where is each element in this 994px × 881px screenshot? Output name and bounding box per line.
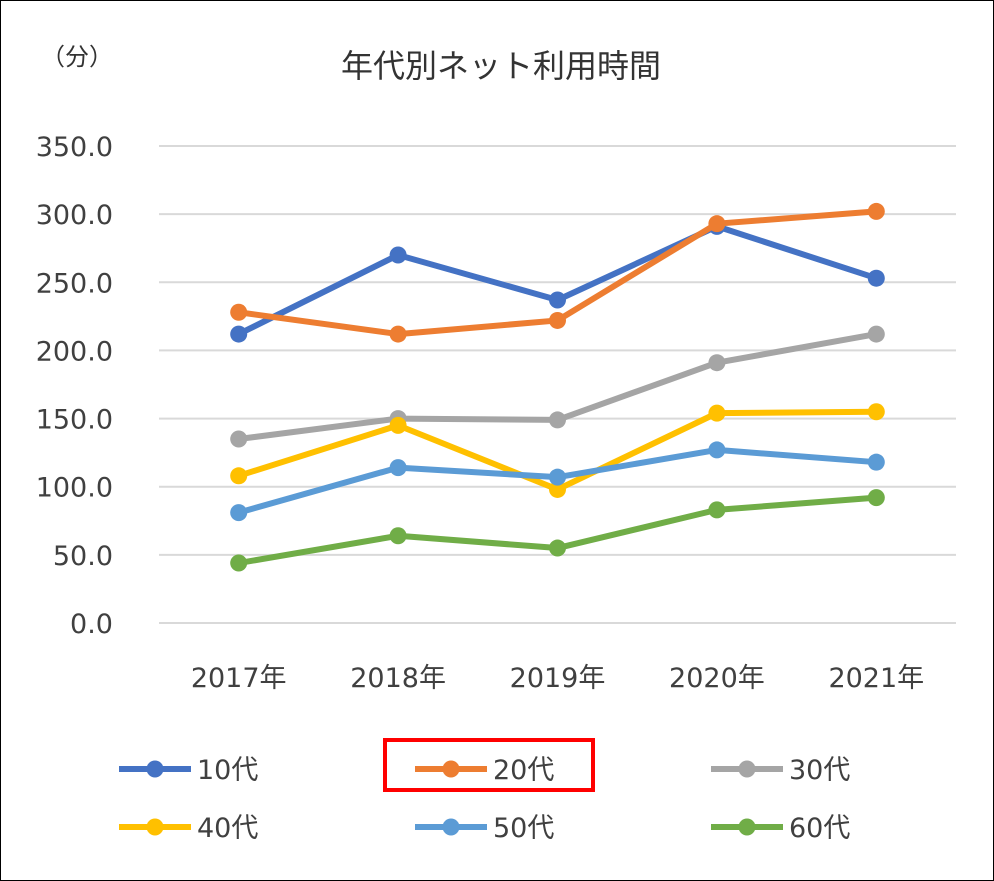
data-point <box>549 539 566 557</box>
data-point <box>230 554 248 572</box>
data-point <box>230 504 248 522</box>
legend-swatch-marker <box>146 818 164 836</box>
series-20代 <box>230 202 885 343</box>
series-30代 <box>230 325 885 448</box>
legend-swatch-marker <box>442 760 460 778</box>
legend-label: 30代 <box>789 755 850 786</box>
data-point <box>867 202 885 220</box>
data-point <box>549 480 566 498</box>
series-lines <box>230 202 885 572</box>
data-point <box>230 430 248 448</box>
legend-swatch-marker <box>442 818 460 836</box>
legend-item: 50代 <box>415 813 554 844</box>
legend-item: 10代 <box>119 755 258 786</box>
series-50代 <box>230 441 885 522</box>
chart-title: 年代別ネット利用時間 <box>340 47 661 85</box>
x-tick-label: 2021年 <box>828 663 924 694</box>
data-point <box>389 246 407 264</box>
data-point <box>389 416 407 434</box>
series-40代 <box>230 403 885 498</box>
data-point <box>230 303 248 321</box>
data-point <box>549 311 566 329</box>
x-tick-label: 2019年 <box>510 663 606 694</box>
data-point <box>867 403 885 421</box>
data-point <box>549 291 566 309</box>
data-point <box>867 489 885 507</box>
data-point <box>230 325 248 343</box>
legend-item: 30代 <box>711 755 850 786</box>
legend-item: 60代 <box>711 813 850 844</box>
legend-item: 40代 <box>119 813 258 844</box>
x-axis-ticks: 2017年 2018年 2019年 2020年 2021年 <box>191 663 924 694</box>
legend-label: 10代 <box>197 755 258 786</box>
data-point <box>867 453 885 471</box>
legend-label: 60代 <box>789 813 850 844</box>
data-point <box>708 354 726 372</box>
y-tick-label: 100.0 <box>36 473 113 504</box>
data-point <box>867 325 885 343</box>
x-tick-label: 2020年 <box>669 663 765 694</box>
series-60代 <box>230 489 885 572</box>
y-axis-ticks: 0.0 50.0 100.0 150.0 200.0 250.0 300.0 350.0 <box>36 132 113 640</box>
unit-label: （分） <box>41 43 113 71</box>
legend-highlight-box <box>383 738 595 792</box>
legend-label: 40代 <box>197 813 258 844</box>
data-point <box>389 527 407 545</box>
legend-swatch-marker <box>738 818 756 836</box>
y-tick-label: 200.0 <box>36 336 113 367</box>
data-point <box>708 215 726 233</box>
data-point <box>389 325 407 343</box>
y-tick-label: 0.0 <box>70 609 113 640</box>
x-tick-label: 2017年 <box>191 663 287 694</box>
y-tick-label: 350.0 <box>36 132 113 163</box>
legend-label: 50代 <box>493 813 554 844</box>
data-point <box>708 441 726 459</box>
data-point <box>389 459 407 477</box>
y-tick-label: 250.0 <box>36 268 113 299</box>
y-tick-label: 150.0 <box>36 405 113 436</box>
data-point <box>549 468 566 486</box>
data-point <box>549 411 566 429</box>
legend-swatch-marker <box>146 760 164 778</box>
y-tick-label: 300.0 <box>36 200 113 231</box>
legend-label: 20代 <box>493 755 554 786</box>
y-tick-label: 50.0 <box>53 541 113 572</box>
data-point <box>230 467 248 485</box>
legend-swatch-marker <box>738 760 756 778</box>
legend: 10代 20代 30代 40代 50代 60代 <box>119 755 850 844</box>
data-point <box>708 501 726 519</box>
legend-item: 20代 <box>415 755 554 786</box>
data-point <box>867 269 885 287</box>
data-point <box>708 404 726 422</box>
x-tick-label: 2018年 <box>350 663 446 694</box>
